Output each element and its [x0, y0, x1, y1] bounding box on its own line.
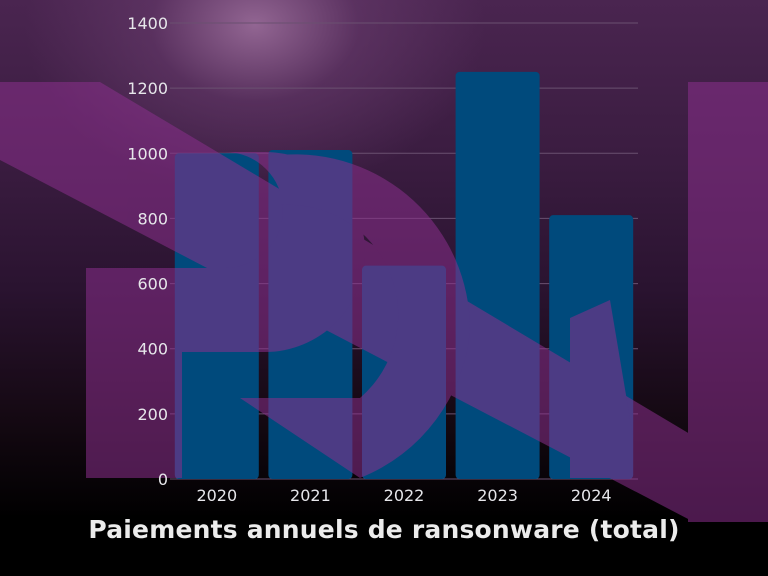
logo-inner-accent — [570, 300, 640, 478]
y-tick-label-1: 200 — [137, 405, 168, 424]
logo-d-shape — [240, 154, 471, 479]
y-tick-label-0: 0 — [158, 470, 168, 489]
y-tick-label-5: 1000 — [127, 144, 168, 163]
y-tick-label-3: 600 — [137, 275, 168, 294]
y-tick-label-7: 1400 — [127, 14, 168, 33]
x-tick-label-2021: 2021 — [290, 486, 331, 505]
logo-right-stroke — [688, 82, 768, 522]
x-tick-label-2022: 2022 — [384, 486, 425, 505]
y-axis-tick-labels: 0 200 400 600 800 1000 1200 1400 — [127, 14, 168, 489]
x-tick-label-2023: 2023 — [477, 486, 518, 505]
x-tick-label-2020: 2020 — [196, 486, 237, 505]
x-axis-tick-labels: 2020 2021 2022 2023 2024 — [196, 486, 611, 505]
x-tick-label-2024: 2024 — [571, 486, 612, 505]
y-tick-label-6: 1200 — [127, 79, 168, 98]
y-tick-label-4: 800 — [137, 209, 168, 228]
logo-left-stroke — [86, 268, 182, 478]
chart-title: Paiements annuels de ransonware (total) — [88, 515, 680, 544]
logo-watermark — [0, 82, 768, 522]
y-tick-label-2: 400 — [137, 340, 168, 359]
